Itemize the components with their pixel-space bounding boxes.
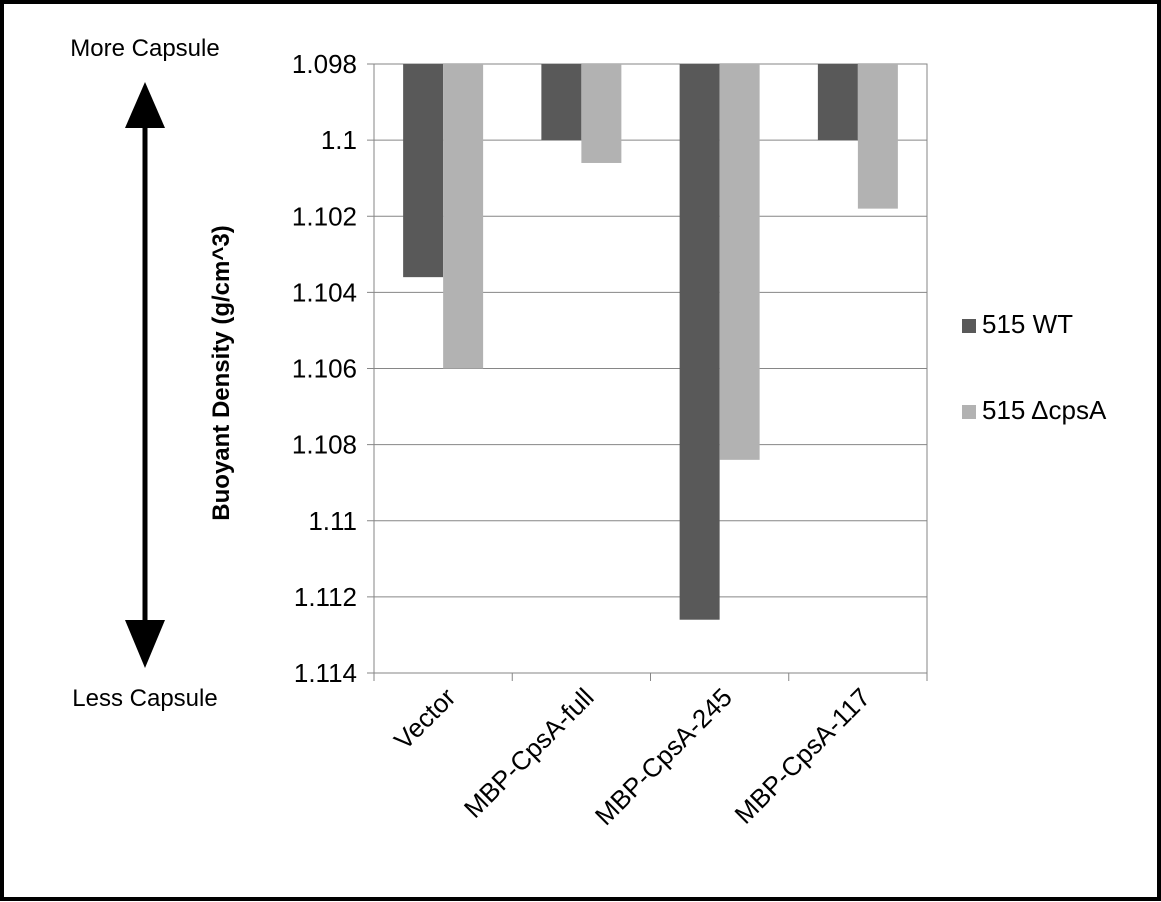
less-capsule-label: Less Capsule: [72, 685, 217, 712]
y-tick-label: 1.114: [294, 658, 357, 688]
capsule-arrow: [125, 82, 165, 668]
y-tick-label: 1.104: [292, 277, 357, 307]
arrow-down-icon: [125, 620, 165, 668]
bar: [541, 64, 582, 141]
bar: [817, 64, 858, 141]
axes: [367, 63, 928, 681]
bar: [679, 64, 720, 620]
y-tick-label: 1.11: [308, 506, 357, 536]
y-tick-label: 1.106: [292, 354, 357, 384]
legend: 515 WT 515 ΔcpsA: [962, 309, 1107, 425]
legend-swatch: [962, 319, 976, 333]
y-tick-labels: 1.098 1.1 1.102 1.104 1.106 1.108 1.11 1.112 1.1…: [292, 49, 357, 688]
x-tick-label: MBP-CpsA-full: [458, 682, 600, 824]
legend-label: 515 WT: [982, 309, 1073, 339]
y-tick-label: 1.098: [292, 49, 357, 79]
y-tick-label: 1.102: [292, 201, 357, 231]
y-axis-label: Buoyant Density (g/cm^3): [208, 225, 235, 520]
y-tick-label: 1.112: [294, 582, 357, 612]
bar: [857, 64, 898, 209]
bar: [581, 64, 622, 163]
x-tick-label: MBP-CpsA-117: [729, 682, 877, 830]
x-tick-labels: VectorMBP-CpsA-fullMBP-CpsA-245MBP-CpsA-…: [388, 682, 876, 831]
more-capsule-label: More Capsule: [70, 35, 219, 62]
bar: [403, 64, 444, 278]
bar: [719, 64, 760, 460]
y-tick-label: 1.108: [292, 430, 357, 460]
legend-swatch: [962, 405, 976, 419]
arrow-up-icon: [125, 82, 165, 128]
y-tick-label: 1.1: [321, 125, 357, 155]
bars: [403, 64, 898, 620]
chart-svg: 1.098 1.1 1.102 1.104 1.106 1.108 1.11 1.112 1.1…: [70, 35, 1107, 831]
x-tick-label: MBP-CpsA-245: [589, 682, 738, 831]
legend-label: 515 ΔcpsA: [982, 395, 1107, 425]
bar: [443, 64, 484, 369]
x-tick-label: Vector: [388, 682, 462, 756]
